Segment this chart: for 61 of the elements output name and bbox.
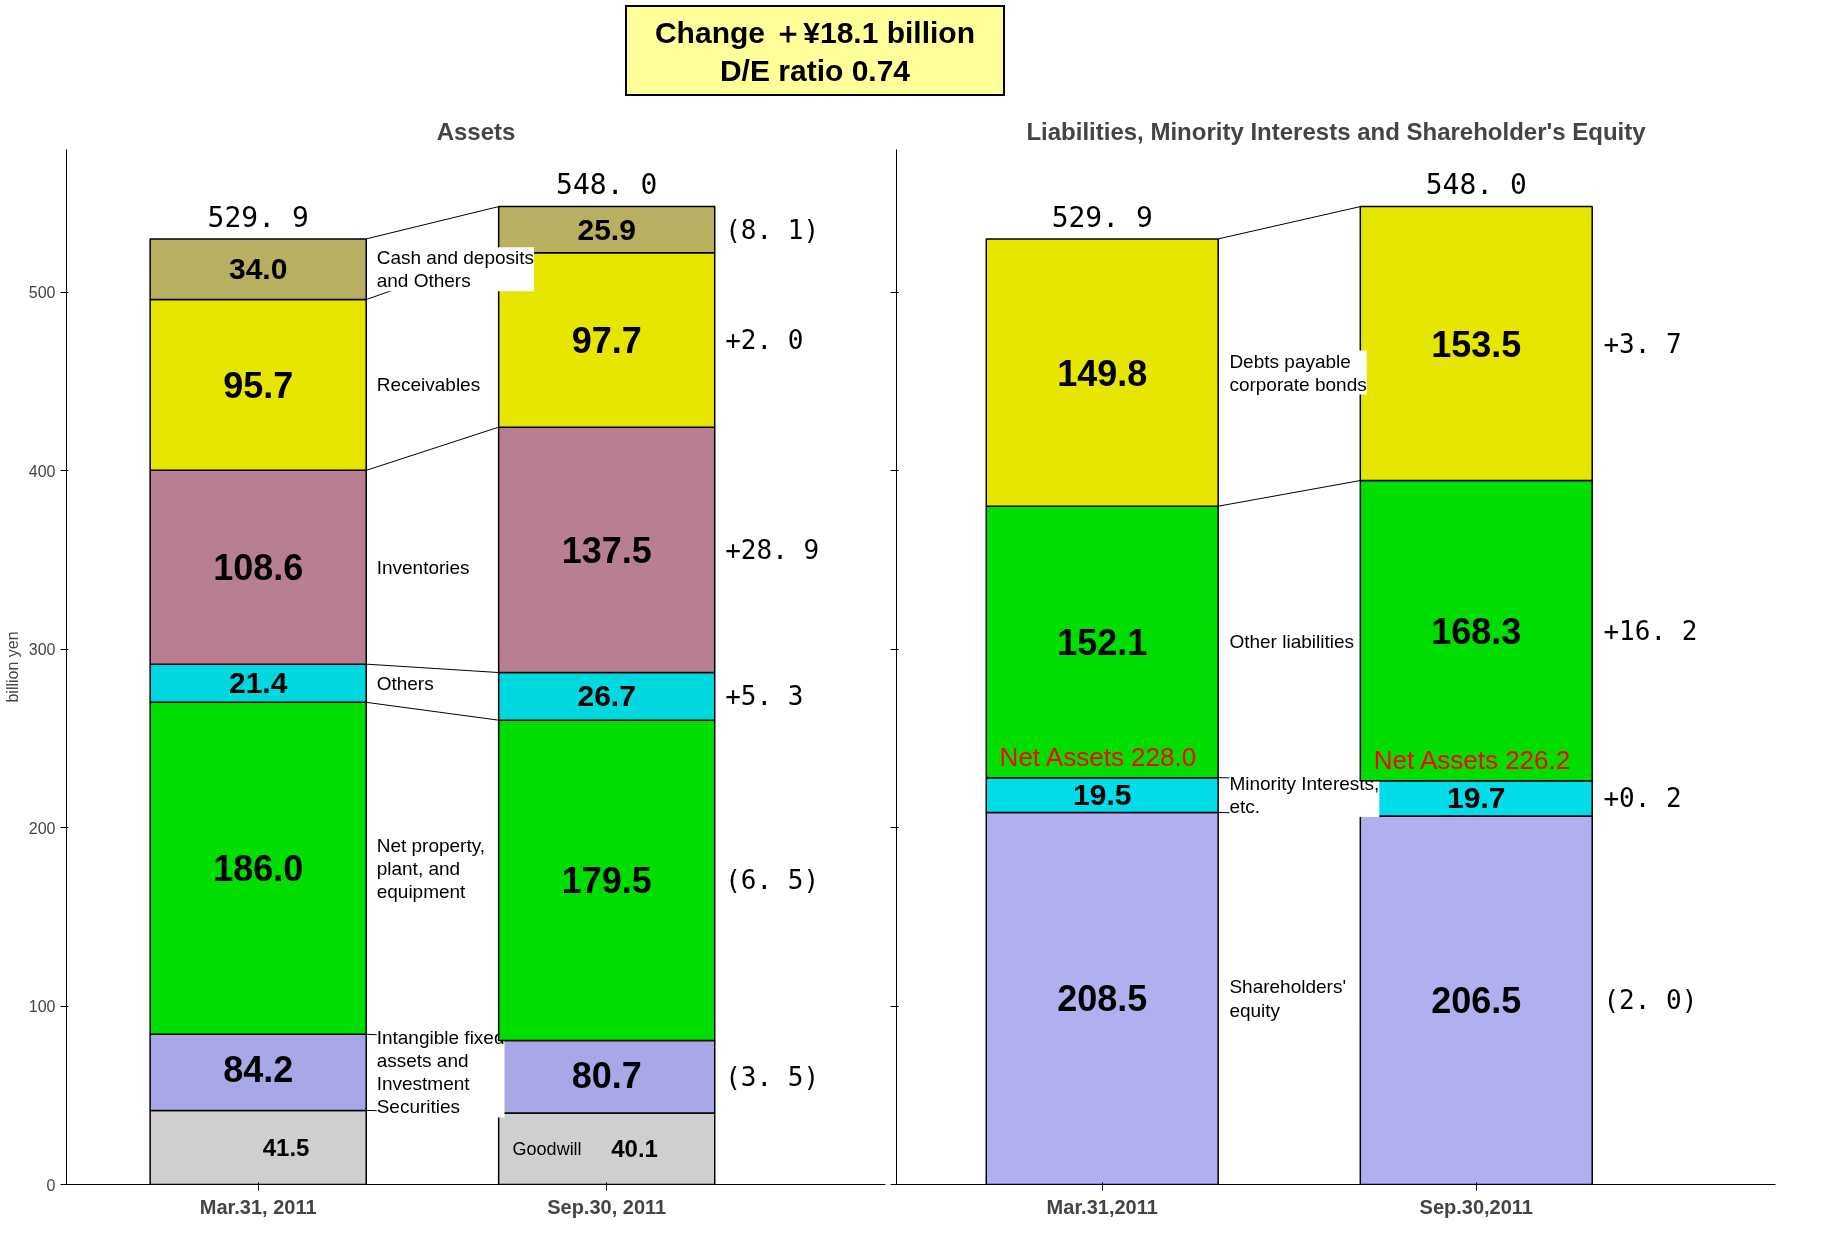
y-tick-label: 500	[28, 284, 56, 302]
data-label: 26.7	[577, 679, 636, 713]
series-label: Minority Interests, etc.	[1229, 772, 1380, 818]
annotation: +16. 2	[1603, 615, 1698, 646]
chart-title: Assets	[436, 117, 516, 145]
data-label: 179.5	[561, 860, 652, 902]
data-label: 108.6	[213, 547, 304, 589]
series-label: Net property, plant, and equipment	[376, 834, 486, 902]
series-label: Debts payable corporate bonds	[1229, 350, 1367, 395]
data-label: 19.5	[1073, 778, 1132, 812]
data-label: 137.5	[561, 529, 652, 571]
y-tick-label: 100	[28, 998, 56, 1016]
x-tick-label: Mar.31,2011	[1046, 1195, 1158, 1218]
y-tick-label: 0	[46, 1176, 56, 1194]
x-tick-label: Sep.30,2011	[1419, 1195, 1533, 1218]
chart-subtitle: Change ＋¥18.1 billion D/E ratio 0.74	[625, 5, 1005, 96]
series-label: Other liabilities	[1229, 631, 1355, 653]
series-label: Inventories	[376, 556, 470, 578]
data-label: 168.3	[1431, 610, 1522, 652]
annotation: 80.7	[571, 1055, 642, 1097]
data-label: 186.0	[213, 848, 304, 890]
series-label: Cash and deposits and Others	[376, 247, 535, 292]
data-label: 206.5	[1431, 980, 1522, 1022]
data-label: 149.8	[1057, 352, 1148, 394]
x-tick-label: Mar.31, 2011	[199, 1195, 317, 1218]
data-label: 95.7	[223, 364, 294, 406]
x-tick-label: Sep.30, 2011	[547, 1195, 667, 1218]
data-label: 153.5	[1431, 323, 1522, 365]
series-label: Receivables	[376, 374, 481, 396]
y-tick-label: 200	[28, 819, 56, 837]
y-tick-label: 300	[28, 641, 56, 659]
data-label: 21.4	[228, 666, 288, 700]
series-label: Goodwill	[512, 1138, 582, 1159]
total-label: 548. 0	[556, 168, 658, 202]
series-label: Shareholders' equity	[1229, 976, 1347, 1021]
data-label: 34.0	[228, 252, 288, 286]
total-label: 529. 9	[207, 200, 309, 234]
data-label: 152.1	[1057, 621, 1148, 663]
annotation: (3. 5)	[725, 1061, 820, 1092]
annotation: +28. 9	[725, 534, 820, 565]
annotation: 84.2	[223, 1049, 294, 1091]
data-label: 19.7	[1447, 781, 1506, 815]
chart-title: Liabilities, Minority Interests and Shareholder's Equity	[1026, 117, 1647, 145]
total-label: 548. 0	[1425, 168, 1527, 202]
annotation: +3. 7	[1603, 328, 1682, 359]
data-label: 97.7	[571, 319, 642, 361]
data-label: 25.9	[577, 212, 636, 246]
series-label: Others	[376, 672, 434, 694]
annotation: +0. 2	[1603, 783, 1682, 814]
y-axis-title: billion yen	[3, 631, 21, 703]
annotation: (2. 0)	[1603, 985, 1698, 1016]
annotation: +2. 0	[725, 324, 804, 355]
data-label: 208.5	[1057, 978, 1148, 1020]
annotation: +5. 3	[725, 681, 804, 712]
data-label: 40.1	[611, 1135, 658, 1163]
y-tick-label: 400	[28, 462, 56, 480]
annotation: (8. 1)	[725, 214, 820, 245]
annotation: (6. 5)	[725, 865, 820, 896]
total-label: 529. 9	[1051, 200, 1153, 234]
annotation: Net Assets 228.0	[999, 742, 1197, 773]
data-label: 41.5	[262, 1133, 310, 1161]
